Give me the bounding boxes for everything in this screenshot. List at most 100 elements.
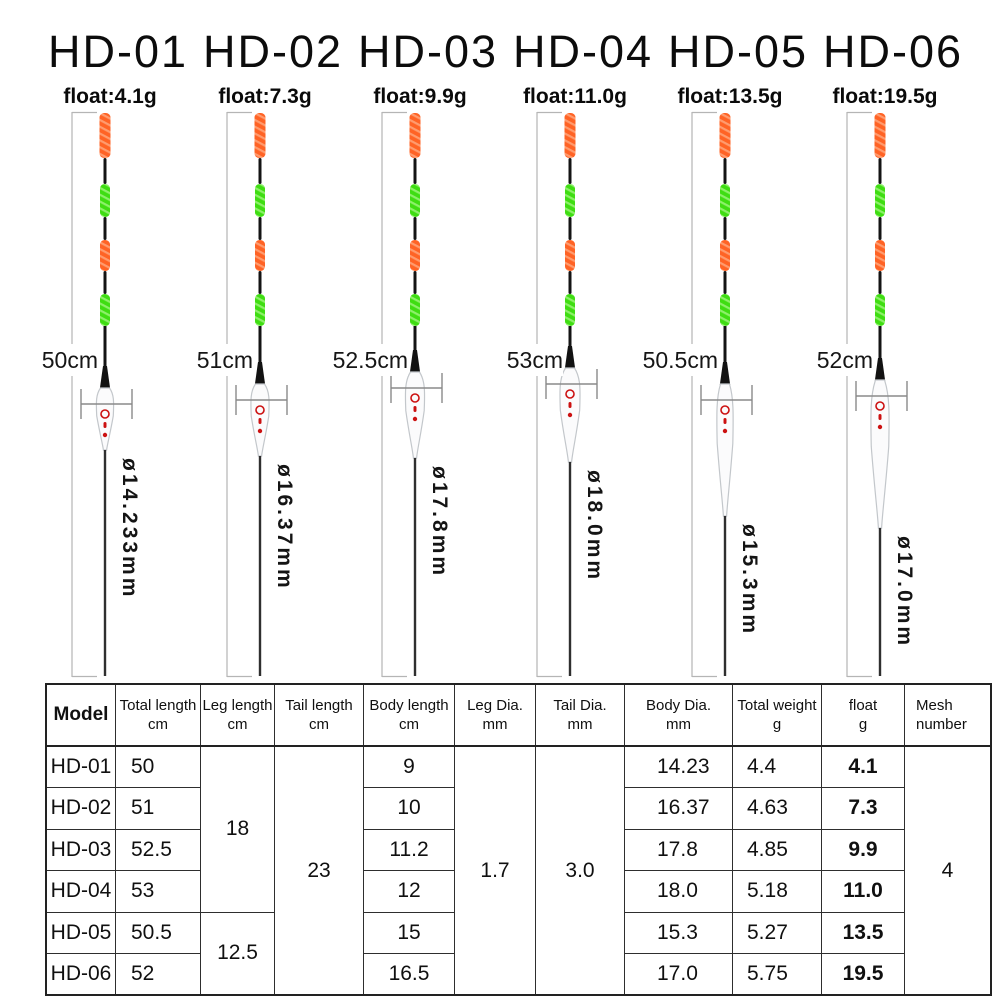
cell-model: HD-06 [45,953,116,996]
column-header-leg_length: Leg length cm [200,683,275,747]
antenna-stem [413,326,417,350]
antenna-segment [100,184,110,217]
body-collar [564,346,576,369]
cell-total_length: 50.5 [115,911,201,954]
brand-logo-mark [410,393,420,422]
float-weight-label: float:11.0g [523,85,627,108]
cell-mesh: 4 [904,745,992,996]
cell-leg_length: 12.5 [200,911,275,996]
cell-body_dia: 17.0 [624,953,733,996]
cell-tail_length: 23 [274,745,364,996]
cell-model: HD-02 [45,787,116,830]
body-diameter-gauge [855,381,908,411]
cell-model: HD-01 [45,745,116,788]
float-model-title: HD-03 [357,26,499,77]
cell-float_g: 4.1 [821,745,905,788]
cell-float_g: 9.9 [821,828,905,871]
cell-float_g: 7.3 [821,787,905,830]
antenna-segment [103,158,107,184]
cell-float_g: 13.5 [821,911,905,954]
antenna-stem [258,326,262,362]
header-unit: cm [309,715,329,733]
table-row-hd-04: HD-04 53 12 18.0 5.18 11.0 [45,870,991,913]
body-collar [99,366,111,389]
antenna-segment [875,294,885,326]
brand-logo-mark [100,409,110,438]
float-model-title: HD-05 [667,26,809,77]
body-diameter-label: ø17.8mm [428,466,451,579]
antenna-segment [255,240,265,271]
antenna-segment [568,158,572,184]
cell-body_dia: 15.3 [624,911,733,954]
total-length-label: 51cm [169,344,253,377]
header-unit: g [858,715,868,733]
column-header-model: Model [45,683,116,747]
float-weight-label: float:4.1g [63,85,157,108]
antenna-segment [409,113,421,158]
body-collar [719,362,731,385]
antenna-segment [100,294,110,326]
antenna-segment [103,217,107,240]
float-column-hd-01: HD-01 float:4.1g 50cm ø14.233mm [14,0,190,683]
antenna-segment [874,113,886,158]
antenna-segment [103,271,107,294]
cell-body_length: 16.5 [363,953,455,996]
total-length-label: 53cm [479,344,563,377]
table-row-hd-05: HD-05 50.5 12.5 15 15.3 5.27 13.5 [45,911,991,996]
float-figure [846,111,908,678]
cell-model: HD-04 [45,870,116,913]
body-diameter-gauge [390,373,443,403]
antenna-stem [103,326,107,366]
antenna-segment [878,271,882,294]
antenna-segment [565,294,575,326]
antenna-segment [258,158,262,184]
body-collar [254,362,266,385]
body-diameter-gauge [80,389,133,419]
column-header-body_length: Body length cm [363,683,455,747]
antenna-segment [723,271,727,294]
cell-body_length: 9 [363,745,455,788]
antenna-segment [258,271,262,294]
header-label: Mesh [916,696,953,714]
spec-table-head: Model Total length cm Leg length cm Tail leng… [45,683,992,747]
header-label: Tail length [285,696,353,714]
cell-total_weight: 5.18 [732,870,822,913]
header-label: Model [53,704,109,726]
header-unit: cm [148,715,168,733]
column-header-mesh: Mesh number [904,683,992,747]
header-label: Body Dia. [645,696,712,714]
antenna-segment [413,217,417,240]
column-header-body_dia: Body Dia. mm [624,683,733,747]
float-model-title: HD-04 [512,26,654,77]
antenna-segment [875,240,885,271]
antenna-segment [100,240,110,271]
cell-float_g: 19.5 [821,953,905,996]
cell-total_length: 53 [115,870,201,913]
cell-body_length: 15 [363,911,455,954]
total-length-label: 50.5cm [634,344,718,377]
length-bracket [381,111,407,678]
float-weight-label: float:9.9g [373,85,467,108]
cell-total_weight: 4.4 [732,745,822,788]
brand-logo-mark [255,405,265,434]
header-label: Leg length [202,696,273,714]
antenna-segment [720,240,730,271]
body-diameter-gauge [700,385,753,415]
header-label: Tail Dia. [553,696,607,714]
body-diameter-label: ø18.0mm [583,470,606,583]
cell-body_dia: 14.23 [624,745,733,788]
length-bracket [71,111,97,678]
antenna-segment [878,217,882,240]
cell-body_length: 10 [363,787,455,830]
brand-logo-mark [565,389,575,418]
float-figure [381,111,443,678]
total-length-label: 52.5cm [324,344,408,377]
brand-logo-mark [720,405,730,434]
antenna-segment [720,294,730,326]
body-collar [409,350,421,373]
cell-model: HD-03 [45,828,116,871]
antenna-stem [568,326,572,346]
cell-total_length: 52 [115,953,201,996]
brand-logo-mark [875,401,885,430]
antenna-segment [413,271,417,294]
